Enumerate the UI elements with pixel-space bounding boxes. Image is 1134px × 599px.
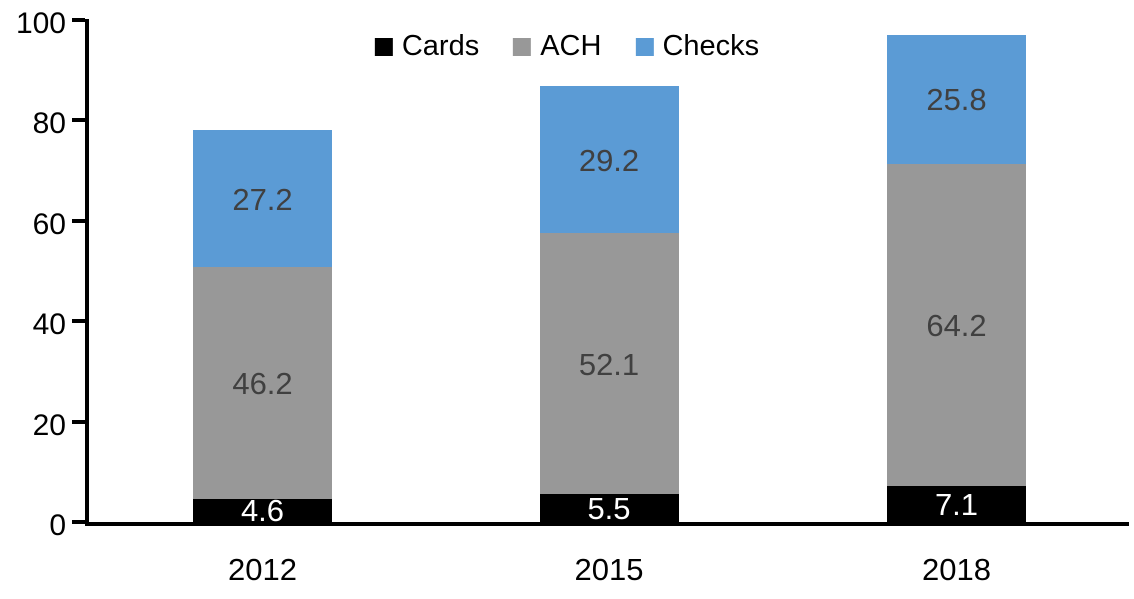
bar-value-label: 25.8 — [926, 82, 987, 118]
y-tick-mark — [72, 419, 85, 424]
bar-segment-ach-2012 — [193, 266, 332, 499]
y-tick-mark — [72, 218, 85, 223]
bar-value-label: 52.1 — [578, 346, 640, 382]
bar-value-label: 4.6 — [240, 493, 285, 529]
y-tick-mark — [72, 319, 85, 324]
bar-segment-ach-2015 — [539, 232, 679, 495]
bar-segment-cards-2015 — [539, 494, 679, 522]
y-tick-label: 40 — [32, 308, 66, 342]
bar-value-label: 29.2 — [578, 142, 640, 178]
legend-swatch-icon — [513, 37, 532, 56]
y-tick-label: 20 — [32, 408, 66, 442]
bar-segment-cards-2018 — [887, 486, 1026, 522]
bar-value-label: 7.1 — [934, 487, 979, 523]
legend: Cards ACH Checks — [374, 30, 759, 62]
legend-label: ACH — [540, 30, 602, 62]
legend-item-ach: ACH — [513, 32, 601, 61]
y-axis-line — [85, 19, 89, 526]
x-category-label-2012: 2012 — [228, 552, 297, 587]
legend-item-checks: Checks — [635, 32, 759, 61]
bar-segment-cards-2012 — [193, 498, 332, 522]
legend-item-cards: Cards — [374, 30, 480, 62]
bar-value-label: 27.2 — [232, 181, 293, 217]
y-tick-label: 60 — [32, 207, 66, 241]
x-category-label-2018: 2018 — [922, 552, 991, 587]
bar-segment-checks-2012 — [193, 130, 332, 267]
y-tick-label: 100 — [15, 7, 66, 40]
bar-segment-checks-2018 — [887, 34, 1026, 165]
legend-label: Cards — [401, 30, 480, 62]
y-tick-mark — [72, 18, 85, 22]
x-axis-line — [85, 522, 1129, 526]
y-tick-label: 0 — [49, 509, 66, 542]
x-category-label-2015: 2015 — [574, 552, 644, 587]
bar-value-label: 64.2 — [926, 308, 987, 344]
bar-value-label: 5.5 — [587, 491, 631, 527]
y-tick-mark — [72, 118, 85, 123]
legend-swatch-icon — [374, 37, 393, 56]
y-tick-mark — [72, 520, 85, 524]
bar-segment-ach-2018 — [887, 164, 1026, 487]
legend-swatch-icon — [635, 37, 654, 56]
y-tick-label: 80 — [32, 107, 66, 141]
legend-label: Checks — [662, 30, 760, 62]
bar-value-label: 46.2 — [232, 365, 293, 401]
bar-segment-checks-2015 — [539, 86, 679, 233]
